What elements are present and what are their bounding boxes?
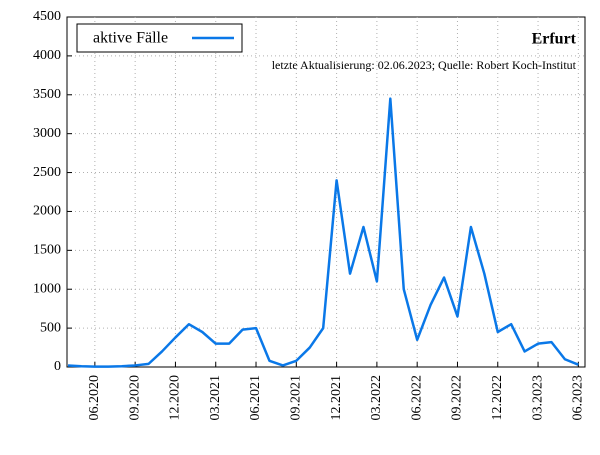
x-tick-label: 09.2021 [289,375,304,421]
y-tick-label: 500 [40,320,61,335]
y-tick-label: 3500 [33,87,61,102]
x-tick-label: 12.2021 [329,375,344,421]
data-line [67,97,579,368]
plot-frame [66,16,586,368]
y-tick-label: 3000 [33,126,61,141]
legend-label: aktive Fälle [93,30,168,47]
y-tick-label: 4500 [33,9,61,24]
chart-title: Erfurt [532,31,577,48]
x-tick-label: 12.2022 [490,375,505,421]
x-tick-label: 06.2021 [248,375,263,421]
y-tick-label: 1000 [33,281,61,296]
x-tick-label: 12.2020 [168,375,183,421]
x-tick-label: 03.2022 [369,375,384,421]
y-tick-label: 1500 [33,243,61,258]
x-tick-label: 03.2023 [530,375,545,421]
chart-subtitle: letzte Aktualisierung: 02.06.2023; Quell… [272,58,577,72]
x-tick-label: 09.2020 [127,375,142,421]
y-tick-label: 2000 [33,204,61,219]
x-tick-label: 06.2022 [409,375,424,421]
x-tick-label: 06.2023 [571,375,586,421]
y-tick-label: 4000 [33,48,61,63]
x-tick-label: 09.2022 [450,375,465,421]
x-tick-label: 06.2020 [87,375,102,421]
y-tick-label: 2500 [33,165,61,180]
x-tick-label: 03.2021 [208,375,223,421]
y-tick-label: 0 [54,359,61,374]
